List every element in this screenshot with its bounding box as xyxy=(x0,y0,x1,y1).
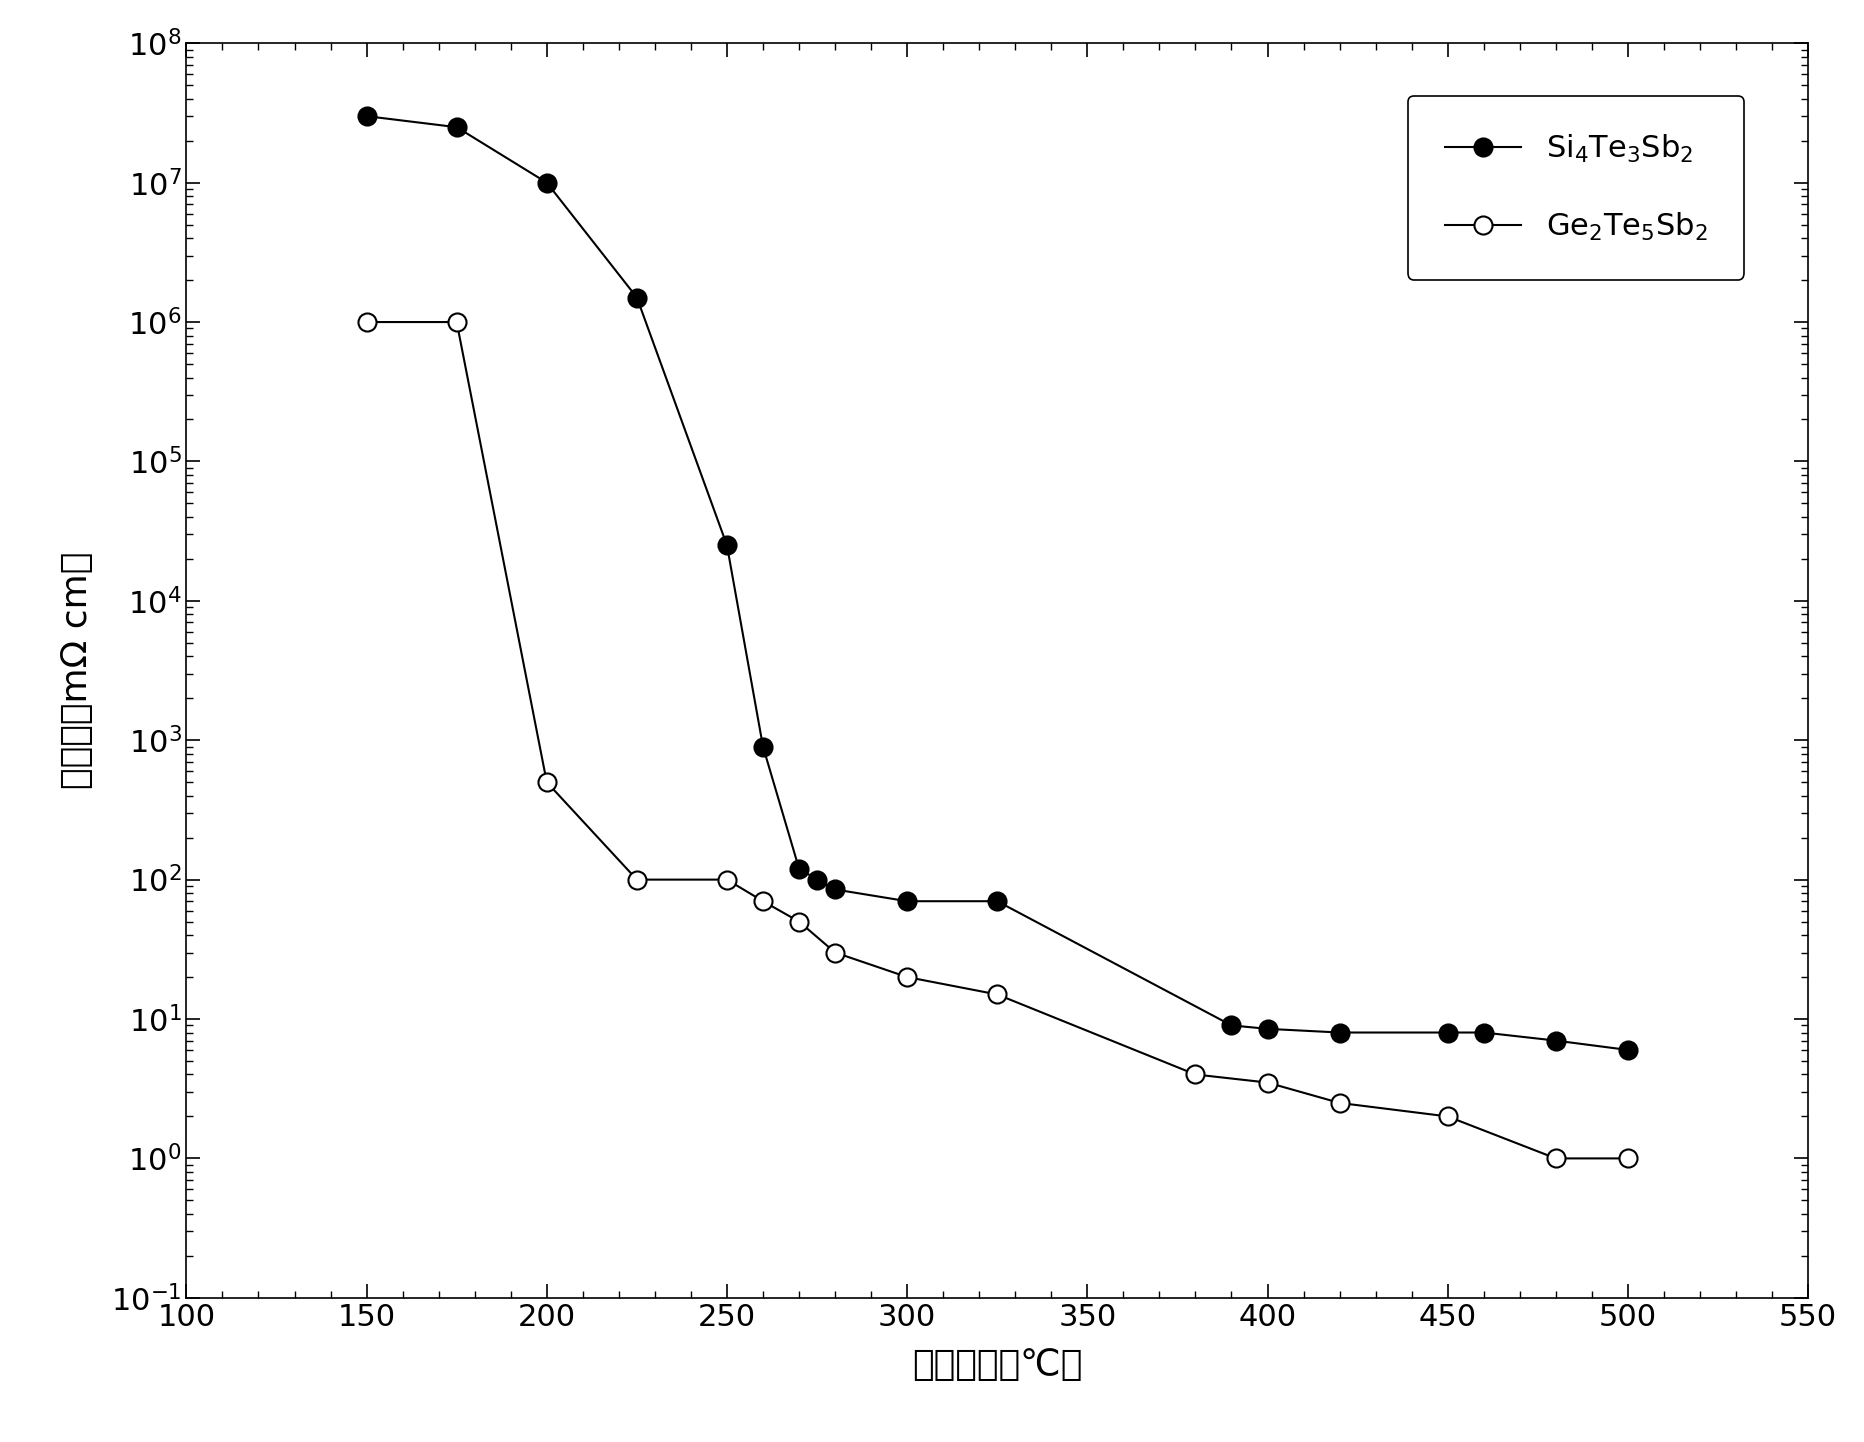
X-axis label: 退火温度（℃）: 退火温度（℃） xyxy=(911,1348,1083,1383)
Line: Si$_4$Te$_3$Sb$_2$: Si$_4$Te$_3$Sb$_2$ xyxy=(358,107,1637,1058)
Si$_4$Te$_3$Sb$_2$ xyxy=(1545,1032,1568,1050)
Ge$_2$Te$_5$Sb$_2$ xyxy=(535,773,557,790)
Si$_4$Te$_3$Sb$_2$ xyxy=(1329,1024,1351,1041)
Ge$_2$Te$_5$Sb$_2$ xyxy=(1184,1066,1206,1083)
Ge$_2$Te$_5$Sb$_2$ xyxy=(1437,1107,1460,1125)
Si$_4$Te$_3$Sb$_2$ xyxy=(897,893,919,910)
Ge$_2$Te$_5$Sb$_2$ xyxy=(897,969,919,986)
Si$_4$Te$_3$Sb$_2$ xyxy=(986,893,1008,910)
Y-axis label: 电阱率（mΩ cm）: 电阱率（mΩ cm） xyxy=(60,552,95,789)
Si$_4$Te$_3$Sb$_2$ xyxy=(751,738,774,756)
Ge$_2$Te$_5$Sb$_2$ xyxy=(986,986,1008,1004)
Ge$_2$Te$_5$Sb$_2$ xyxy=(716,871,738,888)
Line: Ge$_2$Te$_5$Sb$_2$: Ge$_2$Te$_5$Sb$_2$ xyxy=(358,313,1637,1168)
Si$_4$Te$_3$Sb$_2$ xyxy=(1616,1041,1638,1058)
Si$_4$Te$_3$Sb$_2$ xyxy=(788,859,811,877)
Ge$_2$Te$_5$Sb$_2$ xyxy=(751,893,774,910)
Legend: Si$_4$Te$_3$Sb$_2$, Ge$_2$Te$_5$Sb$_2$: Si$_4$Te$_3$Sb$_2$, Ge$_2$Te$_5$Sb$_2$ xyxy=(1407,97,1745,280)
Si$_4$Te$_3$Sb$_2$ xyxy=(824,881,846,898)
Si$_4$Te$_3$Sb$_2$ xyxy=(1437,1024,1460,1041)
Si$_4$Te$_3$Sb$_2$ xyxy=(1256,1019,1279,1037)
Si$_4$Te$_3$Sb$_2$ xyxy=(1221,1017,1243,1034)
Si$_4$Te$_3$Sb$_2$ xyxy=(805,871,828,888)
Ge$_2$Te$_5$Sb$_2$ xyxy=(356,313,378,330)
Ge$_2$Te$_5$Sb$_2$ xyxy=(1256,1074,1279,1092)
Si$_4$Te$_3$Sb$_2$ xyxy=(626,288,649,306)
Si$_4$Te$_3$Sb$_2$ xyxy=(716,536,738,554)
Si$_4$Te$_3$Sb$_2$ xyxy=(1473,1024,1495,1041)
Si$_4$Te$_3$Sb$_2$ xyxy=(356,108,378,125)
Si$_4$Te$_3$Sb$_2$ xyxy=(445,118,468,136)
Ge$_2$Te$_5$Sb$_2$ xyxy=(1545,1149,1568,1167)
Si$_4$Te$_3$Sb$_2$ xyxy=(535,174,557,192)
Ge$_2$Te$_5$Sb$_2$ xyxy=(626,871,649,888)
Ge$_2$Te$_5$Sb$_2$ xyxy=(445,313,468,330)
Ge$_2$Te$_5$Sb$_2$ xyxy=(824,945,846,962)
Ge$_2$Te$_5$Sb$_2$ xyxy=(1329,1094,1351,1112)
Ge$_2$Te$_5$Sb$_2$ xyxy=(1616,1149,1638,1167)
Ge$_2$Te$_5$Sb$_2$ xyxy=(788,913,811,930)
